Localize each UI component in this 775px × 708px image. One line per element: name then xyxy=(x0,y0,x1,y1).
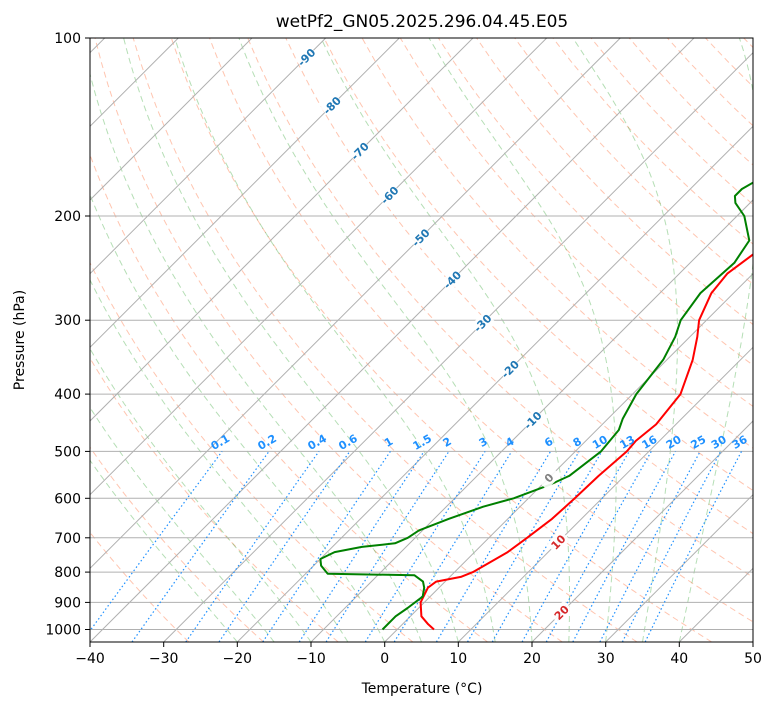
y-tick-label: 400 xyxy=(54,387,81,403)
x-tick-label: 50 xyxy=(744,651,762,667)
dry-adiabat-line xyxy=(90,261,414,642)
moist-adiabat-line xyxy=(678,38,753,642)
isotherm-label-bg xyxy=(319,93,344,118)
isotherm-label-bg xyxy=(408,225,433,250)
isotherm-line xyxy=(90,38,548,496)
mixing-ratio-line xyxy=(218,451,351,642)
isotherm-line xyxy=(163,51,753,642)
dry-adiabat-line xyxy=(170,38,712,642)
isotherm-label-bg xyxy=(470,311,495,336)
dry-adiabat-line xyxy=(94,38,563,642)
mixing-ratio-line xyxy=(262,451,391,642)
y-tick-label: 500 xyxy=(54,444,81,460)
isotherm-label-bg xyxy=(536,465,561,490)
dry-adiabat-line xyxy=(514,38,753,285)
moist-adiabat-line xyxy=(123,38,459,642)
mixing-ratio-line xyxy=(185,451,320,642)
dewpoint-profile xyxy=(319,181,753,631)
chart-title: wetPf2_GN05.2025.296.04.45.E05 xyxy=(276,12,568,32)
dry-adiabat-line xyxy=(323,38,753,492)
y-axis-label: Pressure (hPa) xyxy=(12,290,28,390)
isotherm-line xyxy=(90,38,621,570)
moist-adiabat-line xyxy=(238,38,533,642)
dry-adiabat-line xyxy=(285,38,753,535)
isotherm-line xyxy=(605,493,753,642)
x-tick-label: 40 xyxy=(670,651,688,667)
moist-adiabat-line xyxy=(90,72,422,642)
x-tick-label: 0 xyxy=(380,651,389,667)
x-tick-label: −40 xyxy=(75,651,105,667)
dry-adiabat-line xyxy=(90,446,264,642)
dry-adiabat-line xyxy=(247,38,753,578)
isotherm-label-bg xyxy=(377,183,402,208)
dry-adiabat-line xyxy=(132,38,638,642)
y-tick-label: 200 xyxy=(54,209,81,225)
y-tick-label: 1000 xyxy=(45,623,81,639)
moist-adiabat-line xyxy=(320,38,570,642)
dry-adiabat-line xyxy=(90,357,339,642)
mixing-ratio-line xyxy=(131,451,270,642)
x-axis-label: Temperature (°C) xyxy=(361,681,483,697)
moist-adiabat-line xyxy=(428,38,617,642)
mixing-ratio-line xyxy=(90,451,223,632)
mixing-ratio-line xyxy=(644,451,743,642)
isotherm-label-bg xyxy=(520,408,545,433)
moist-adiabat-line xyxy=(90,406,275,642)
x-tick-label: 10 xyxy=(449,651,467,667)
mixing-ratio-line xyxy=(325,451,450,642)
temperature-profile xyxy=(419,253,753,631)
mixing-ratio-line xyxy=(621,451,722,642)
isotherm-label-bg xyxy=(294,45,319,70)
isotherm-line xyxy=(90,38,400,349)
mixing-ratio-line xyxy=(393,451,513,642)
y-tick-label: 900 xyxy=(54,595,81,611)
moist-adiabat-line xyxy=(90,193,386,642)
x-tick-label: −10 xyxy=(296,651,326,667)
isotherm-label-bg xyxy=(546,530,571,555)
isotherm-label-bg xyxy=(498,357,523,382)
moist-adiabat-line xyxy=(572,38,678,642)
x-tick-label: 30 xyxy=(597,651,615,667)
y-tick-label: 100 xyxy=(54,31,81,47)
dry-adiabat-line xyxy=(209,38,753,623)
isotherm-line xyxy=(90,38,474,422)
mixing-ratio-line xyxy=(572,451,677,642)
moist-adiabat-line xyxy=(90,278,349,642)
x-tick-label: −20 xyxy=(223,651,253,667)
x-tick-label: −30 xyxy=(149,651,179,667)
isotherm-line xyxy=(90,38,253,201)
x-tick-label: 20 xyxy=(523,651,541,667)
isotherm-label-bg xyxy=(347,139,372,164)
y-tick-label: 600 xyxy=(54,491,81,507)
y-tick-label: 800 xyxy=(54,565,81,581)
plot-frame xyxy=(89,37,754,643)
isotherm-label-bg xyxy=(440,267,465,292)
mixing-ratio-line xyxy=(545,451,652,642)
mixing-ratio-line xyxy=(521,451,630,642)
isotherm-line xyxy=(90,38,327,275)
isotherm-line xyxy=(531,420,753,642)
y-tick-label: 700 xyxy=(54,531,81,547)
isotherm-line xyxy=(236,125,753,642)
dry-adiabat-line xyxy=(476,38,753,326)
isotherm-label-bg xyxy=(549,600,574,625)
y-tick-label: 300 xyxy=(54,313,81,329)
mixing-ratio-line xyxy=(298,451,425,642)
moist-adiabat-line xyxy=(174,38,496,642)
isotherm-line xyxy=(384,272,753,642)
isotherm-line xyxy=(310,199,753,642)
moist-adiabat-line xyxy=(90,459,238,642)
isotherm-line xyxy=(90,38,695,642)
